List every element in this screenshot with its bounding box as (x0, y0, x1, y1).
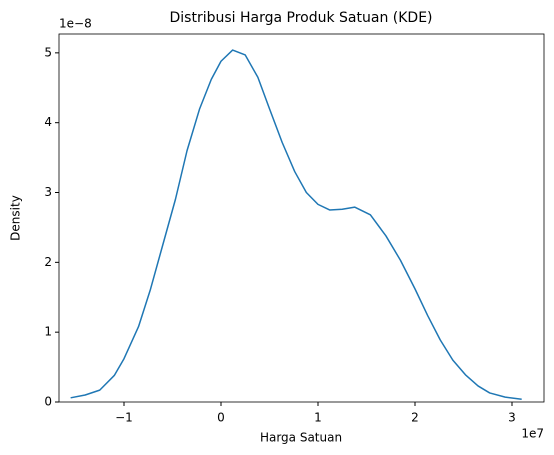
x-tick-label: 1 (314, 411, 322, 425)
y-tick-label: 5 (44, 45, 52, 59)
x-tick-label: 3 (508, 411, 516, 425)
y-tick-label: 3 (44, 185, 52, 199)
y-tick-label: 1 (44, 325, 52, 339)
x-axis-label: Harga Satuan (260, 431, 342, 445)
y-tick-label: 4 (44, 115, 52, 129)
axes-frame (58, 33, 545, 403)
x-offset-label: 1e7 (521, 427, 544, 441)
chart-title: Distribusi Harga Produk Satuan (KDE) (169, 10, 432, 26)
line (70, 49, 522, 400)
y-axis-label: Density (9, 195, 23, 241)
x-tick-label: 0 (217, 411, 225, 425)
x-tick-label: 2 (411, 411, 419, 425)
x-tick-label: −1 (115, 411, 133, 425)
y-tick-label: 2 (44, 255, 52, 269)
y-offset-label: 1e−8 (59, 17, 92, 31)
y-tick-label: 0 (44, 395, 52, 409)
